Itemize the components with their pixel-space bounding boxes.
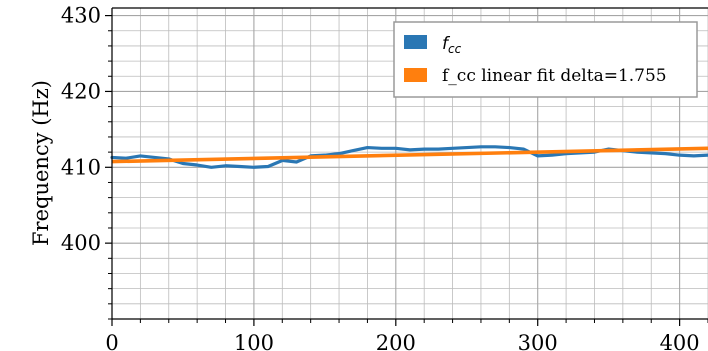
legend: fcc f_cc linear fit delta=1.755 — [393, 21, 698, 98]
x-tick-label: 200 — [376, 331, 416, 351]
legend-swatch-linear-fit — [404, 68, 427, 82]
series-line-linear-fit — [111, 146, 708, 164]
y-tick-label: 430 — [61, 4, 101, 28]
x-tick-label: 0 — [105, 331, 118, 351]
axes-layer — [105, 7, 708, 326]
series-layer — [110, 145, 708, 169]
legend-swatch-f-cc — [404, 35, 427, 49]
y-tick-label: 410 — [61, 155, 101, 179]
x-tick-label: 400 — [660, 331, 700, 351]
y-tick-label: 400 — [61, 231, 101, 255]
y-axis-label: Frequency (Hz) — [29, 80, 53, 246]
legend-label-linear-fit: f_cc linear fit delta=1.755 — [442, 66, 667, 86]
legend-label-f-cc: fcc — [442, 34, 462, 56]
legend-label-f-cc-sub: cc — [448, 42, 462, 56]
y-tick-label: 420 — [61, 79, 101, 103]
x-tick-label: 300 — [518, 331, 558, 351]
x-tick-label: 100 — [234, 331, 274, 351]
legend-box — [393, 21, 698, 98]
legend-label-f-cc-main: f — [442, 34, 451, 54]
tick-labels: 0 100 200 300 400 400 410 420 430 — [61, 4, 700, 351]
